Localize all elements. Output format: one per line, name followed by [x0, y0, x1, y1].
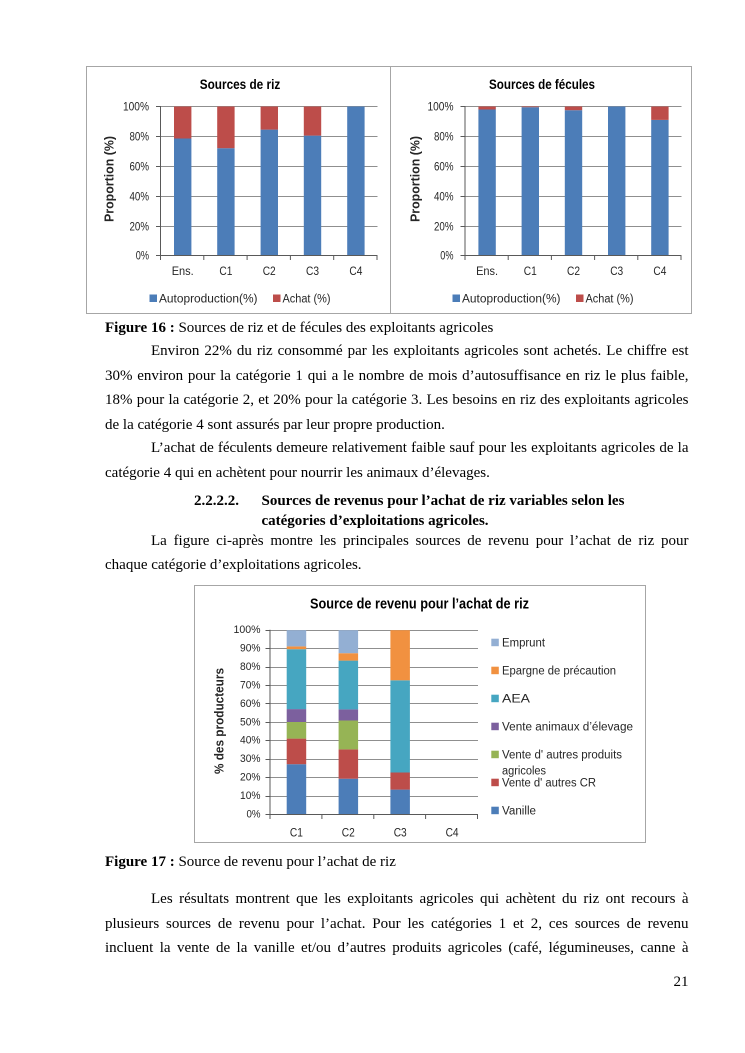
svg-text:20%: 20%: [130, 220, 150, 234]
svg-text:Source de revenu pour l’achat: Source de revenu pour l’achat de riz: [310, 597, 529, 613]
svg-text:100%: 100%: [428, 100, 454, 114]
svg-text:0%: 0%: [247, 808, 261, 820]
svg-text:C2: C2: [342, 826, 355, 840]
svg-text:Vente animaux d’élevage: Vente animaux d’élevage: [502, 722, 633, 734]
svg-text:60%: 60%: [130, 160, 150, 174]
svg-text:Sources de riz: Sources de riz: [200, 76, 281, 92]
svg-text:80%: 80%: [130, 130, 150, 144]
svg-text:C2: C2: [263, 264, 276, 278]
svg-text:90%: 90%: [240, 643, 261, 655]
svg-text:C3: C3: [306, 264, 319, 278]
svg-text:20%: 20%: [434, 220, 454, 234]
svg-text:Achat (%): Achat (%): [586, 294, 634, 306]
svg-text:% des producteurs: % des producteurs: [213, 668, 227, 774]
svg-text:100%: 100%: [123, 100, 149, 114]
svg-text:C4: C4: [446, 826, 459, 840]
svg-text:Vente d' autres produits: Vente d' autres produits: [502, 750, 622, 762]
svg-text:0%: 0%: [136, 249, 149, 263]
svg-text:0%: 0%: [440, 249, 453, 263]
svg-text:10%: 10%: [240, 790, 261, 802]
svg-text:C1: C1: [524, 264, 537, 278]
svg-text:C1: C1: [219, 264, 232, 278]
svg-text:Epargne de précaution: Epargne de précaution: [502, 666, 616, 678]
svg-text:Ens.: Ens.: [172, 264, 194, 278]
svg-text:60%: 60%: [240, 698, 261, 710]
svg-text:Vanille: Vanille: [502, 806, 536, 818]
svg-text:C2: C2: [567, 264, 580, 278]
svg-text:60%: 60%: [434, 160, 454, 174]
svg-text:100%: 100%: [234, 624, 261, 636]
svg-text:80%: 80%: [240, 661, 261, 673]
svg-text:Autoproduction(%): Autoproduction(%): [462, 294, 561, 306]
svg-text:C3: C3: [610, 264, 623, 278]
svg-text:Sources de fécules: Sources de fécules: [489, 76, 595, 92]
svg-text:50%: 50%: [240, 716, 261, 728]
svg-text:40%: 40%: [240, 735, 261, 747]
svg-text:Autoproduction(%): Autoproduction(%): [159, 294, 258, 306]
svg-text:Vente d' autres CR: Vente d' autres CR: [502, 778, 596, 790]
svg-text:agricoles: agricoles: [502, 766, 546, 778]
svg-text:C1: C1: [290, 826, 303, 840]
svg-text:AEA: AEA: [502, 694, 530, 706]
svg-text:C4: C4: [653, 264, 666, 278]
svg-text:Proportion (%): Proportion (%): [408, 136, 423, 222]
svg-text:Emprunt: Emprunt: [502, 638, 546, 650]
svg-text:40%: 40%: [130, 190, 150, 204]
svg-text:Ens.: Ens.: [476, 264, 498, 278]
svg-text:C3: C3: [394, 826, 407, 840]
svg-text:20%: 20%: [240, 772, 261, 784]
svg-text:Proportion (%): Proportion (%): [102, 136, 117, 222]
svg-text:C4: C4: [349, 264, 362, 278]
svg-text:80%: 80%: [434, 130, 454, 144]
svg-text:40%: 40%: [434, 190, 454, 204]
svg-text:Achat (%): Achat (%): [283, 294, 331, 306]
svg-text:30%: 30%: [240, 753, 261, 765]
svg-text:70%: 70%: [240, 679, 261, 691]
